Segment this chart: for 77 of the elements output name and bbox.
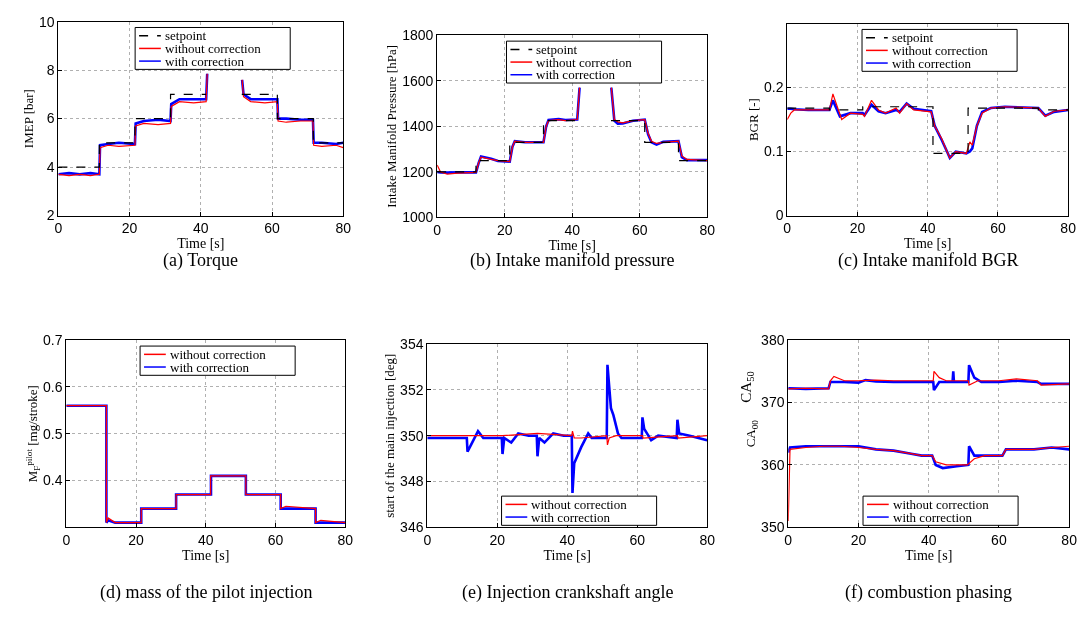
y-tick-label: 354 (400, 336, 424, 353)
y-tick-label: 6 (46, 110, 55, 127)
x-tick-label: 80 (1060, 220, 1077, 237)
x-tick-label: 40 (919, 220, 936, 237)
y-tick-label: 1000 (402, 209, 434, 226)
x-axis-title: Time [s] (177, 236, 225, 252)
x-tick-label: 40 (559, 532, 576, 549)
legend-label: setpoint (536, 42, 578, 57)
y-axis-title: Intake Manifold Pressure [hPa] (384, 44, 400, 208)
legend-label: without correction (170, 347, 267, 362)
text: (e) Injection crankshaft angle (462, 582, 674, 603)
y-tick-label: 1600 (402, 72, 434, 89)
y-tick-label: 0 (775, 207, 784, 224)
y-tick-label: 346 (400, 519, 424, 536)
x-tick-label: 20 (489, 532, 506, 549)
y-tick-label: 0.7 (43, 332, 63, 349)
legend-label: without correction (531, 497, 628, 512)
x-tick-label: 60 (629, 532, 646, 549)
x-axis-title: Time [s] (905, 548, 953, 564)
legend-label: with correction (531, 510, 611, 525)
x-axis-title: Time [s] (182, 548, 230, 564)
x-tick-label: 40 (920, 532, 937, 549)
text: (a) Torque (163, 250, 238, 271)
x-tick-label: 80 (699, 532, 716, 549)
x-axis-title: Time [s] (543, 548, 591, 564)
text: (d) mass of the pilot injection (100, 582, 313, 603)
x-tick-label: 20 (850, 532, 867, 549)
x-tick-label: 80 (699, 222, 716, 239)
legend-label: with correction (165, 54, 245, 69)
y-tick-label: 0.2 (764, 79, 784, 96)
y-tick-label: 0.4 (43, 472, 63, 489)
x-tick-label: 80 (337, 532, 354, 549)
x-tick-label: 20 (496, 222, 513, 239)
y-tick-label: 0.1 (764, 143, 784, 160)
legend-label: with correction (536, 67, 616, 82)
y-tick-label: 2 (46, 207, 55, 224)
x-tick-label: 80 (1061, 532, 1078, 549)
y-tick-label: 1800 (402, 27, 434, 44)
y-tick-label: 1400 (402, 118, 434, 135)
legend-label: with correction (170, 360, 250, 375)
x-tick-label: 20 (128, 532, 145, 549)
y-tick-label: 370 (761, 394, 785, 411)
y-axis-title: BGR [-] (745, 98, 761, 142)
x-tick-label: 80 (335, 220, 352, 237)
text: (f) combustion phasing (845, 582, 1012, 603)
y-tick-label: 10 (39, 13, 55, 30)
x-tick-label: 20 (121, 220, 138, 237)
y-axis-title: start of the main injection [deg] (382, 353, 398, 518)
legend-label: without correction (893, 497, 990, 512)
legend-label: setpoint (892, 30, 934, 45)
y-tick-label: 0.5 (43, 425, 63, 442)
y-tick-label: 350 (400, 427, 424, 444)
legend-label: with correction (893, 510, 973, 525)
x-tick-label: 40 (193, 220, 209, 237)
x-axis-title: Time [s] (548, 238, 596, 254)
x-tick-label: 40 (564, 222, 581, 239)
x-tick-label: 20 (849, 220, 866, 237)
y-tick-label: 1200 (402, 163, 434, 180)
y-tick-label: 352 (400, 381, 424, 398)
x-tick-label: 40 (197, 532, 214, 549)
y-tick-label: 360 (761, 456, 785, 473)
y-tick-label: 350 (761, 519, 785, 536)
x-tick-label: 60 (267, 532, 284, 549)
y-tick-label: 4 (46, 158, 55, 175)
x-tick-label: 60 (990, 220, 1006, 237)
legend-label: setpoint (165, 28, 207, 43)
x-axis-title: Time [s] (904, 236, 952, 252)
legend-label: with correction (892, 56, 972, 71)
x-tick-label: 60 (991, 532, 1007, 549)
x-tick-label: 60 (631, 222, 648, 239)
y-tick-label: 0.6 (43, 378, 63, 395)
y-tick-label: 8 (46, 62, 55, 79)
y-axis-title: IMEP [bar] (20, 89, 36, 149)
x-tick-label: 60 (264, 220, 281, 237)
text: (c) Intake manifold BGR (838, 250, 1019, 271)
y-tick-label: 380 (761, 332, 785, 349)
y-tick-label: 348 (400, 473, 424, 490)
